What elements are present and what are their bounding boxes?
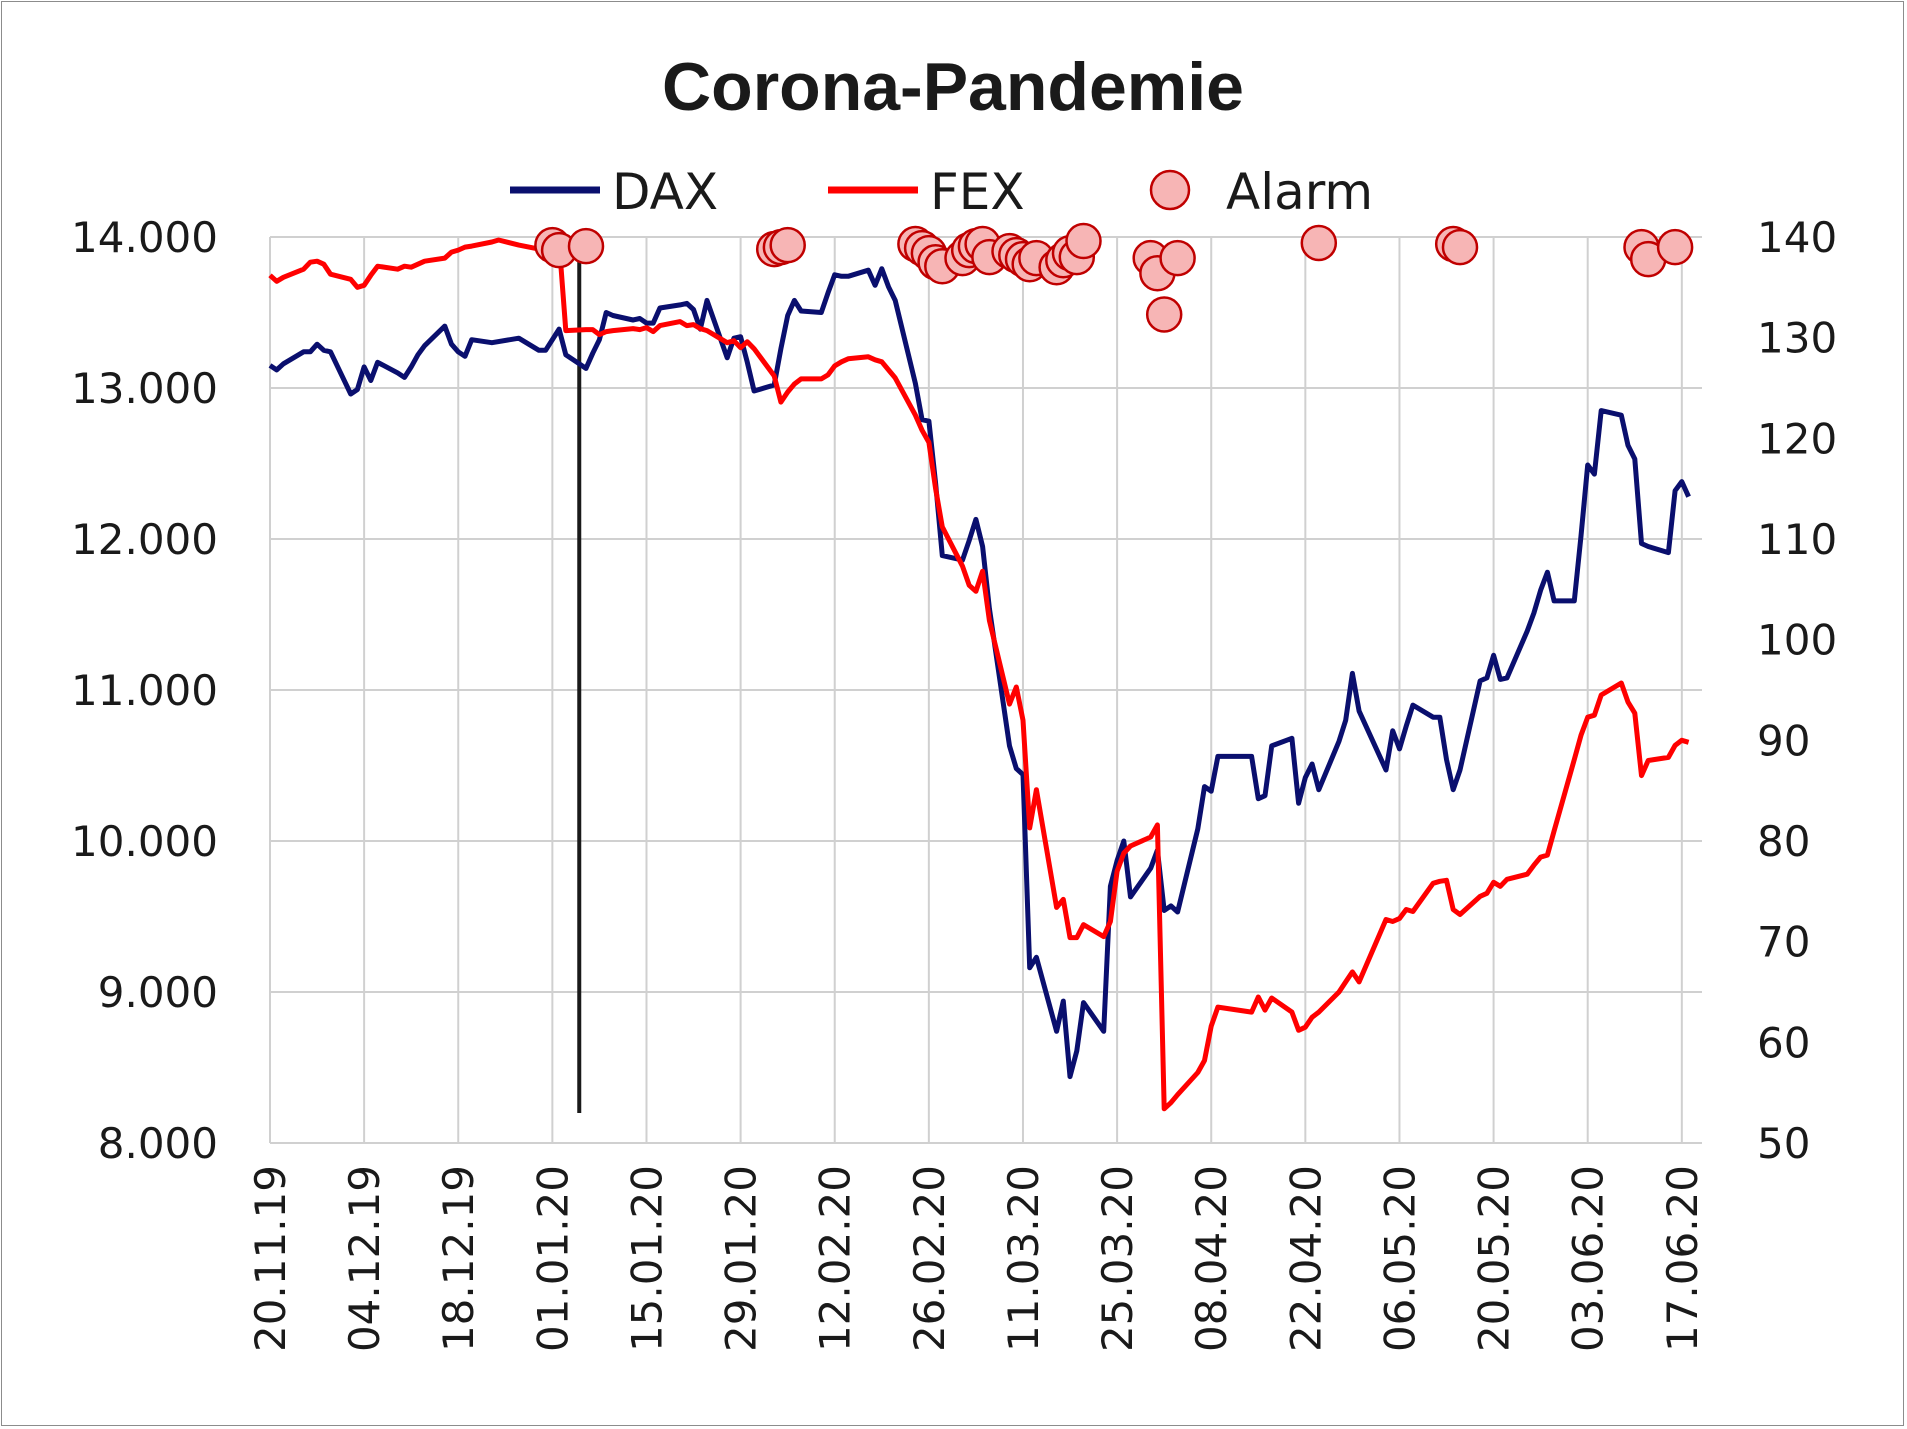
series-line-dax [268, 266, 1691, 1080]
y-right-tick-label: 130 [1757, 314, 1837, 363]
x-tick-label: 12.02.20 [811, 1165, 860, 1352]
x-tick-label: 25.03.20 [1093, 1165, 1142, 1352]
y-right-tick-label: 100 [1757, 616, 1837, 665]
alarm-point [769, 226, 806, 264]
alarm-point [1065, 222, 1102, 260]
y-right-tick-label: 140 [1757, 213, 1837, 262]
y-right-tick-label: 90 [1757, 716, 1810, 765]
x-tick-label: 26.02.20 [905, 1165, 954, 1352]
x-tick-label: 03.06.20 [1564, 1165, 1613, 1352]
x-tick-label: 22.04.20 [1281, 1165, 1330, 1352]
x-tick-label: 18.12.19 [434, 1165, 483, 1352]
y-right-tick-label: 80 [1757, 817, 1810, 866]
x-tick-label: 08.04.20 [1187, 1165, 1236, 1352]
legend-label-fex: FEX [930, 163, 1025, 221]
x-tick-label: 15.01.20 [622, 1165, 671, 1352]
y-right-tick-label: 110 [1757, 515, 1837, 564]
series-line-fex [268, 237, 1690, 1112]
y-right-tick-label: 60 [1757, 1018, 1810, 1067]
x-tick-label: 20.11.19 [246, 1165, 295, 1352]
alarm-point [1441, 228, 1479, 266]
x-tick-label: 29.01.20 [717, 1165, 766, 1352]
alarm-markers [534, 222, 1694, 333]
grid [269, 236, 1702, 1144]
series [268, 237, 1691, 1113]
y-right-tick-label: 70 [1757, 918, 1810, 967]
x-tick-label: 04.12.19 [340, 1165, 389, 1352]
x-tick-label: 17.06.20 [1658, 1165, 1707, 1352]
alarm-point [1656, 228, 1694, 266]
legend-swatch-alarm [1149, 169, 1191, 211]
legend-label-alarm: Alarm [1226, 163, 1373, 221]
x-tick-label: 11.03.20 [999, 1165, 1048, 1352]
y-left-tick-label: 10.000 [71, 817, 218, 866]
legend: DAX FEX Alarm [510, 163, 1373, 221]
alarm-point [567, 227, 605, 265]
legend-label-dax: DAX [612, 163, 718, 221]
chart-title: Corona-Pandemie [662, 49, 1244, 125]
x-tick-label: 20.05.20 [1470, 1165, 1519, 1352]
y-left-tick-label: 9.000 [98, 968, 218, 1017]
y-right-tick-label: 50 [1757, 1119, 1810, 1168]
y-left-tick-label: 11.000 [71, 666, 218, 715]
y-left-tick-label: 14.000 [71, 213, 218, 262]
x-tick-label: 06.05.20 [1375, 1165, 1424, 1352]
axes: 8.000 9.000 10.000 11.000 12.000 13.000 14.000… [71, 213, 1837, 1352]
y-left-tick-label: 12.000 [71, 515, 218, 564]
y-left-tick-label: 13.000 [71, 364, 218, 413]
y-right-tick-label: 120 [1757, 414, 1837, 463]
alarm-point [1159, 239, 1196, 277]
x-tick-label: 01.01.20 [528, 1165, 577, 1352]
y-left-tick-label: 8.000 [98, 1119, 218, 1168]
alarm-point [1300, 224, 1338, 262]
alarm-point [1145, 296, 1183, 333]
